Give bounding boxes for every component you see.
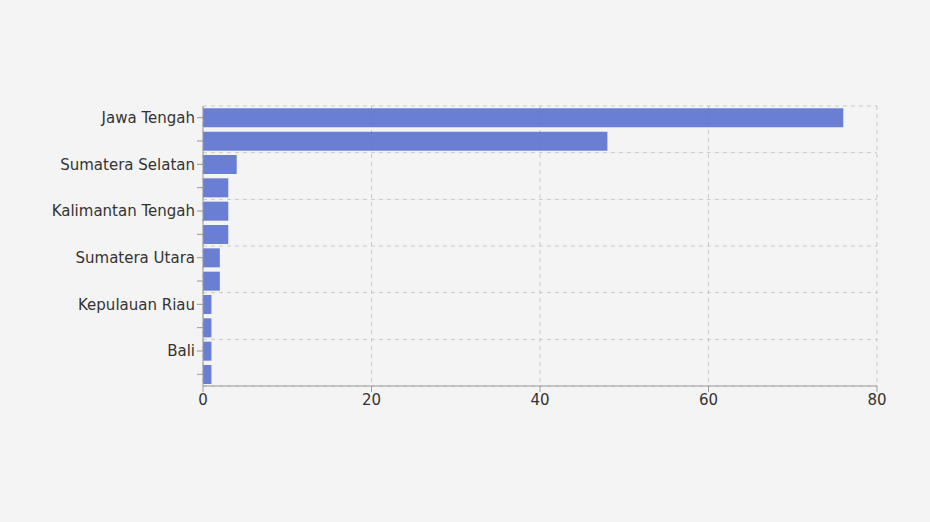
svg-text:Kalimantan Tengah: Kalimantan Tengah (52, 202, 195, 220)
svg-text:Sumatera Selatan: Sumatera Selatan (60, 156, 195, 174)
svg-text:Kepulauan Riau: Kepulauan Riau (78, 296, 195, 314)
svg-text:Bali: Bali (167, 342, 195, 360)
svg-text:40: 40 (530, 391, 549, 409)
svg-text:20: 20 (362, 391, 381, 409)
svg-text:80: 80 (867, 391, 886, 409)
svg-text:Jawa Tengah: Jawa Tengah (101, 109, 195, 127)
svg-text:0: 0 (198, 391, 208, 409)
svg-text:Sumatera Utara: Sumatera Utara (76, 249, 195, 267)
svg-text:60: 60 (699, 391, 718, 409)
